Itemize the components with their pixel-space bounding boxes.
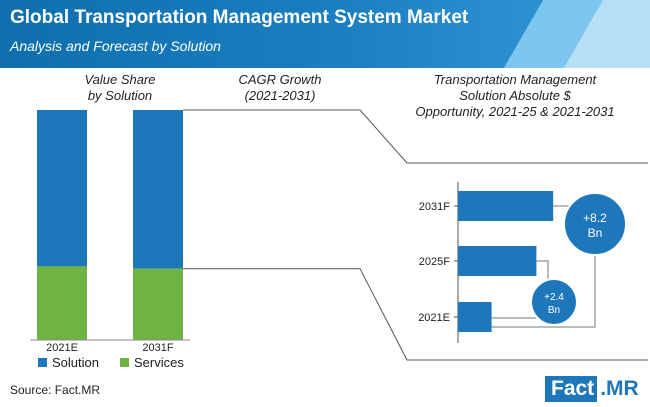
opportunity-bar-2021E: [458, 302, 492, 332]
share-category-label: 2031F: [142, 342, 173, 354]
legend-services-label: Services: [134, 355, 184, 370]
annotation-unit: Bn: [548, 305, 560, 316]
bar-services-2031F: [133, 268, 183, 340]
opportunity-heading-line3: Opportunity, 2021-25 & 2021-2031: [415, 104, 615, 119]
cagr-heading: CAGR Growth (2021-2031): [215, 72, 345, 104]
opportunity-category-label: 2031F: [419, 201, 450, 213]
bar-solution-2021E: [37, 110, 87, 267]
header-background: [0, 0, 560, 68]
source-note: Source: Fact.MR: [10, 383, 101, 397]
value-share-heading-line1: Value Share: [84, 72, 156, 87]
annotation-circle: [563, 192, 627, 256]
page-title: Global Transportation Management System …: [10, 7, 469, 28]
annotation-circle: [530, 278, 578, 326]
annotation-value: +2.4: [544, 292, 564, 303]
connector-bottom: [183, 268, 648, 361]
opportunity-bar-2025F: [458, 246, 537, 276]
opportunity-heading: Transportation Management Solution Absol…: [400, 72, 630, 120]
annotation-value: +8.2: [583, 211, 607, 225]
connector-top: [183, 109, 648, 164]
legend-solution-swatch: [38, 358, 47, 367]
opportunity-bar-2031F: [458, 191, 554, 221]
logo-mr: .MR: [600, 377, 639, 400]
value-share-heading: Value Share by Solution: [60, 72, 180, 104]
logo-fact: Fact: [545, 376, 598, 402]
share-category-label: 2021E: [46, 342, 78, 354]
opportunity-heading-line2: Solution Absolute $: [459, 88, 571, 103]
legend-solution: Solution: [38, 355, 99, 370]
opportunity-category-label: 2025F: [419, 256, 450, 268]
cagr-heading-line1: CAGR Growth: [238, 72, 322, 87]
cagr-heading-line2: (2021-2031): [244, 88, 316, 103]
bar-services-2021E: [37, 266, 87, 340]
legend-services: Services: [120, 355, 184, 370]
value-share-heading-line2: by Solution: [87, 88, 153, 103]
annotation-unit: Bn: [588, 226, 603, 240]
opportunity-heading-line1: Transportation Management: [433, 72, 597, 87]
header-banner: Global Transportation Management System …: [0, 0, 650, 68]
page-subtitle: Analysis and Forecast by Solution: [10, 38, 221, 54]
opportunity-category-label: 2021E: [418, 312, 450, 324]
bar-solution-2031F: [133, 110, 183, 269]
legend-solution-label: Solution: [52, 355, 99, 370]
legend-services-swatch: [120, 358, 129, 367]
factmr-logo: Fact .MR: [545, 376, 645, 402]
